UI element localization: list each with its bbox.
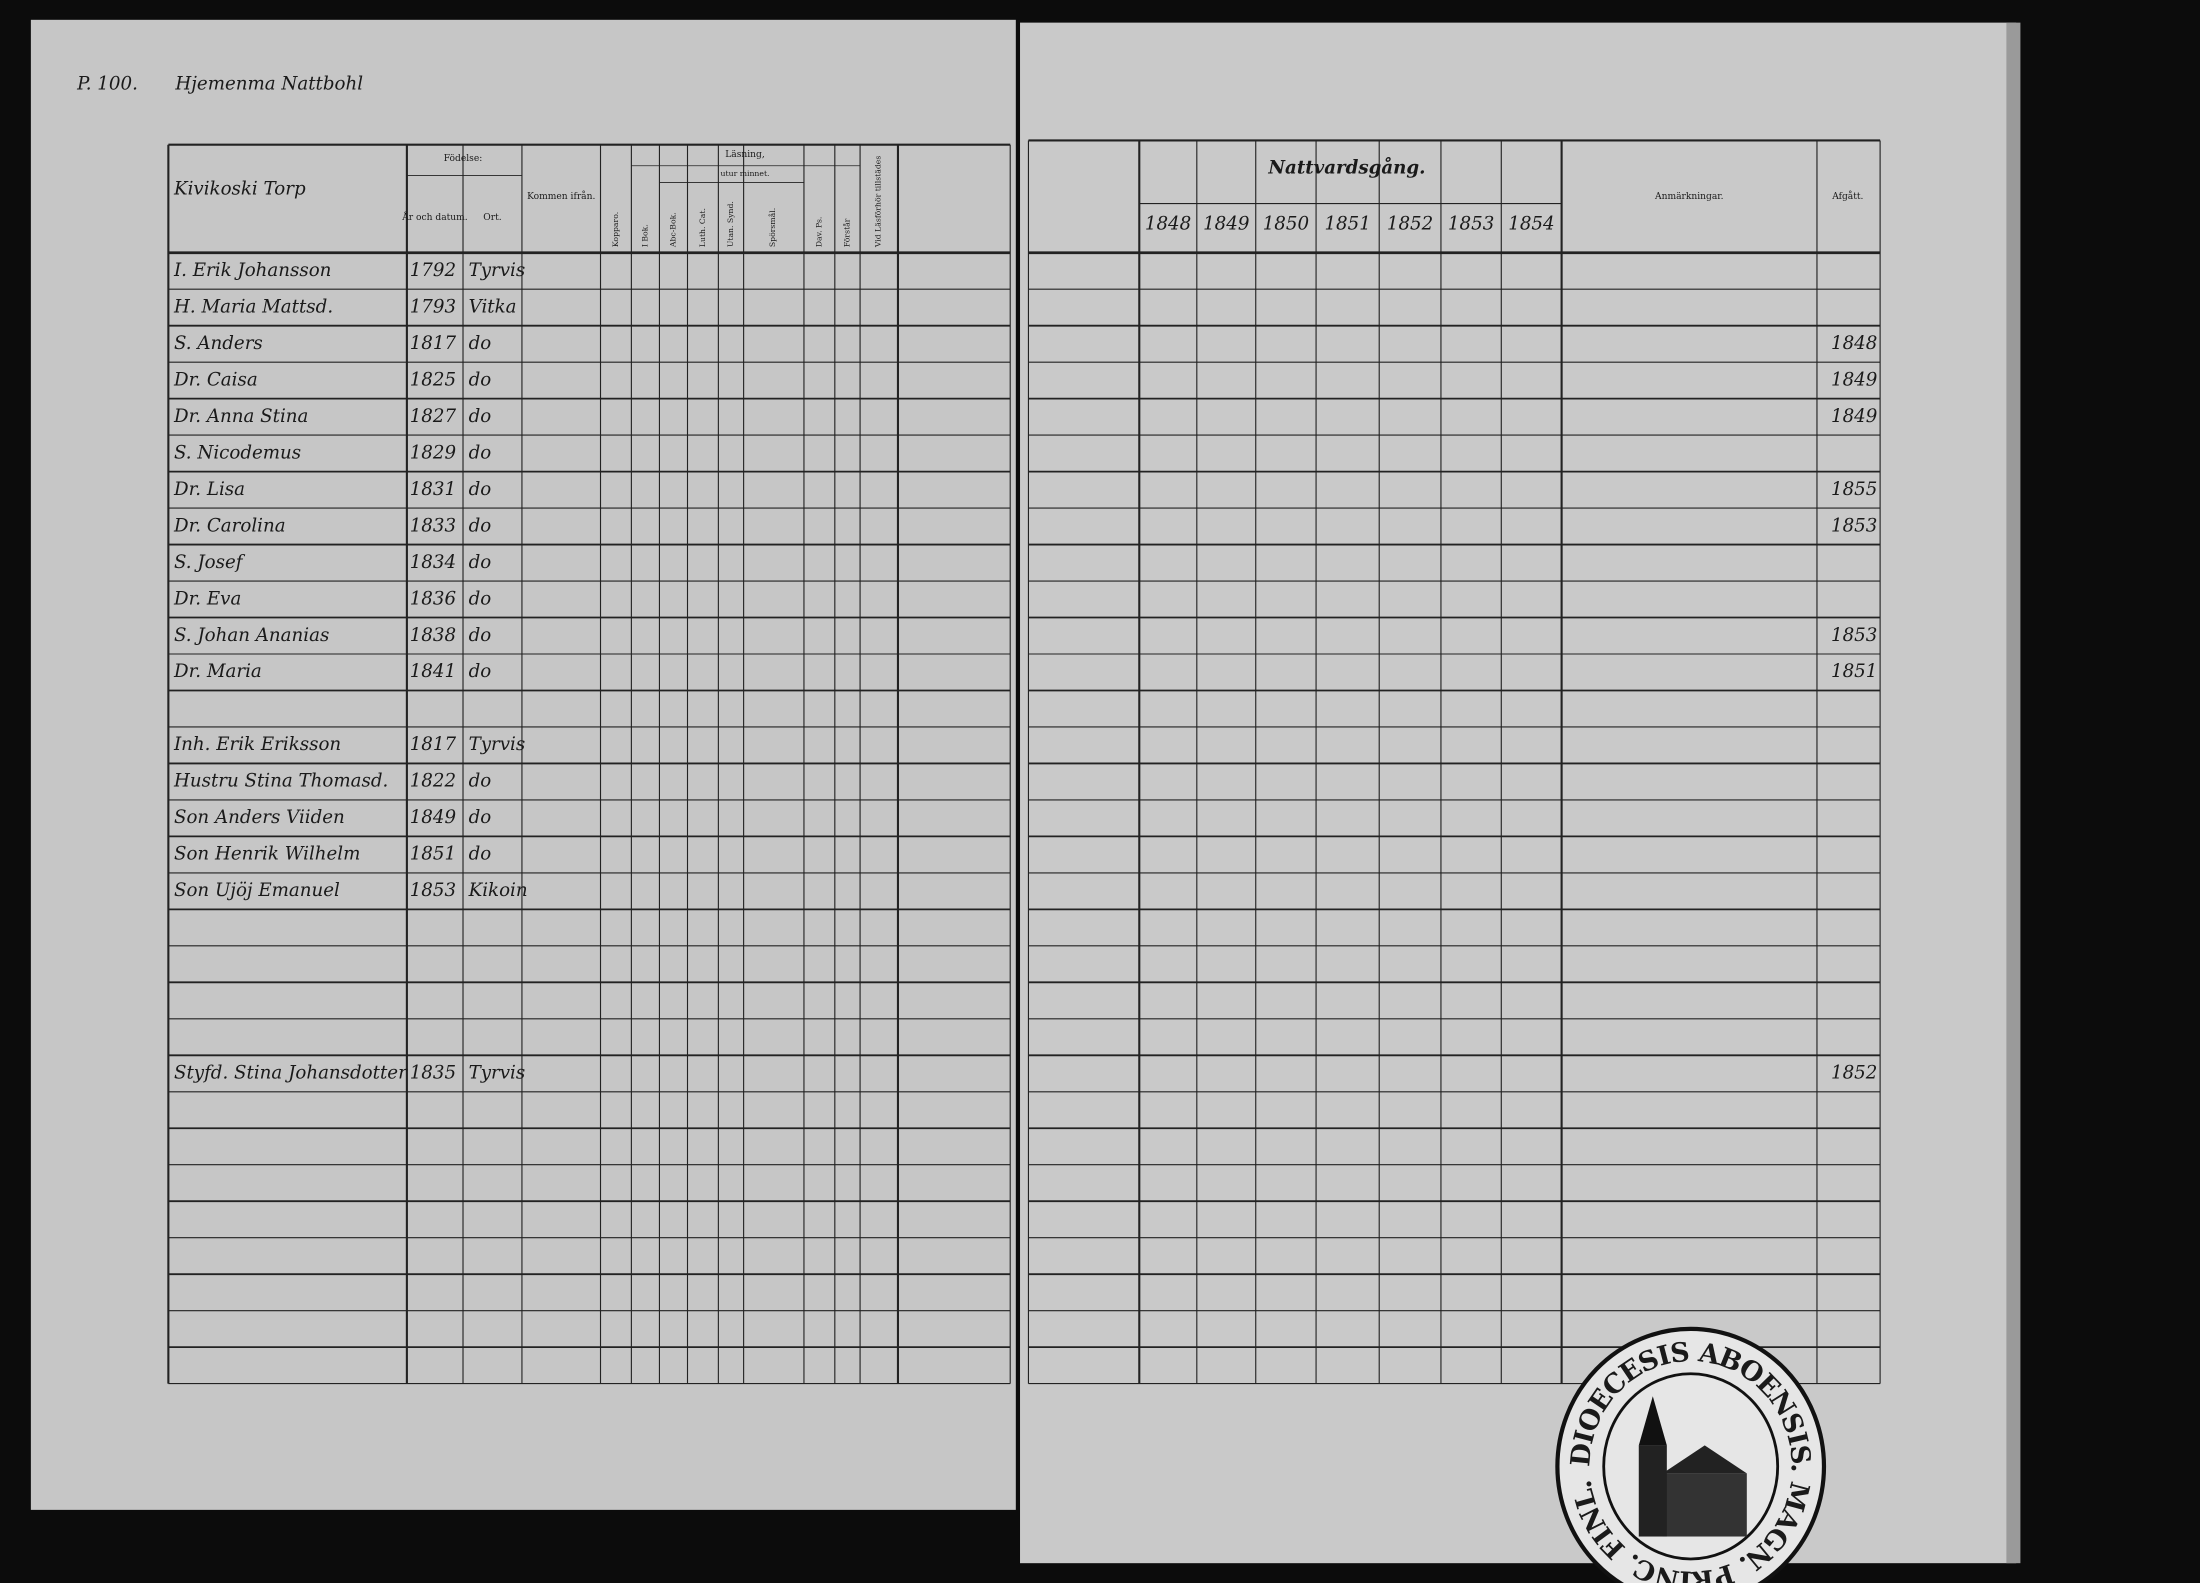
right-page — [1020, 22, 2017, 1564]
text: 1822 — [410, 771, 456, 792]
texts: P. 100. Hjemenma Nattbohl Kivikoski Torp Fö… — [76, 73, 1878, 1083]
text: 1851 — [410, 844, 456, 865]
text: Dr. Lisa — [173, 479, 245, 500]
text: do — [469, 515, 492, 536]
text: 1855 — [1831, 479, 1877, 500]
text: Dr. Carolina — [173, 515, 286, 536]
text: Läsning, — [725, 150, 765, 160]
text: I Bok. — [640, 224, 649, 247]
text: do — [469, 479, 492, 500]
text: 1833 — [410, 515, 456, 536]
text: 1851 — [1831, 661, 1877, 682]
text: Kopparo. — [611, 212, 620, 247]
text: Spörsmål. — [768, 208, 777, 247]
text: utur minnet. — [721, 169, 770, 178]
text: 1835 — [410, 1063, 456, 1084]
text: 1831 — [410, 479, 456, 500]
left-page — [30, 19, 1016, 1510]
text: Dav. Ps. — [814, 217, 823, 247]
text: Tyrvis — [469, 734, 526, 755]
text: 1829 — [410, 442, 457, 463]
text: P. 100. — [76, 73, 138, 94]
text: 1851 — [1324, 214, 1370, 235]
text: Son Ujöj Emanuel — [174, 880, 340, 901]
text: 1836 — [410, 588, 456, 609]
text: Dr. Eva — [173, 588, 241, 609]
text: 1849 — [1831, 406, 1878, 427]
text: 1849 — [1831, 369, 1878, 390]
text: 1852 — [1831, 1063, 1877, 1084]
grid — [167, 139, 1881, 1385]
text: Tyrvis — [469, 1063, 526, 1084]
text: Utan. Synd. — [726, 201, 735, 247]
page-edge — [2006, 22, 2021, 1564]
text: do — [469, 625, 492, 646]
text: do — [469, 844, 492, 865]
text: do — [469, 807, 492, 828]
text: 1817 — [410, 734, 457, 755]
text: Födelse: — [444, 154, 483, 164]
text: Ort. — [483, 213, 501, 223]
text: Abc-Bok. — [668, 212, 677, 248]
text: Dr. Maria — [173, 661, 262, 682]
text: Dr. Anna Stina — [173, 406, 308, 427]
text: Vitka — [469, 296, 517, 317]
text: Nattvardsgång. — [1267, 156, 1425, 179]
text: 1841 — [410, 661, 456, 682]
text: S. Anders — [174, 333, 263, 354]
text: do — [469, 552, 492, 573]
text: do — [469, 661, 492, 682]
text: 1853 — [1831, 515, 1877, 536]
text: I. Erik Johansson — [173, 260, 331, 281]
text: 1793 — [410, 296, 456, 317]
text: 1852 — [1387, 214, 1433, 235]
text: do — [469, 588, 492, 609]
text: do — [469, 442, 492, 463]
text: 1817 — [410, 333, 457, 354]
text: 1849 — [410, 807, 457, 828]
text: do — [469, 369, 492, 390]
text: Styfd. Stina Johansdotter — [174, 1063, 408, 1084]
text: do — [469, 771, 492, 792]
text: År och datum. — [401, 211, 468, 223]
text: 1853 — [1448, 214, 1494, 235]
text: Hjemenma Nattbohl — [174, 73, 363, 94]
text: 1834 — [410, 552, 456, 573]
text: S. Johan Ananias — [174, 625, 329, 646]
text: Son Anders Viiden — [174, 807, 345, 828]
text: 1853 — [1831, 625, 1877, 646]
stamp: DIOECESIS ABOENSIS. MAGN. PRINC. FINL. — [1555, 1326, 1827, 1583]
text: Hustru Stina Thomasd. — [173, 771, 388, 792]
text: 1848 — [1831, 333, 1877, 354]
text: 1848 — [1145, 214, 1191, 235]
text: Kommen ifrån. — [527, 190, 595, 202]
text: 1827 — [410, 406, 457, 427]
text: S. Nicodemus — [174, 442, 301, 463]
text: 1825 — [410, 369, 456, 390]
text: 1853 — [410, 880, 456, 901]
text: Afgått. — [1831, 190, 1863, 202]
text: S. Josef — [174, 552, 246, 573]
text: 1854 — [1508, 214, 1554, 235]
text: Inh. Erik Eriksson — [173, 734, 341, 755]
text: H. Maria Mattsd. — [173, 296, 333, 317]
text: 1838 — [410, 625, 456, 646]
text: do — [469, 406, 492, 427]
text: Tyrvis — [469, 260, 526, 281]
text: 1849 — [1203, 214, 1250, 235]
text: Son Henrik Wilhelm — [174, 844, 360, 865]
text: Anmärkningar. — [1654, 192, 1724, 202]
text: Vid Läsförhör tillstädes — [873, 156, 882, 248]
text: do — [469, 333, 492, 354]
text: Kikoin — [468, 880, 528, 901]
text: 1792 — [410, 260, 456, 281]
text: Luth. Cat. — [698, 208, 707, 247]
text: 1850 — [1263, 214, 1310, 235]
text: Kivikoski Torp — [173, 179, 306, 200]
text: Förstår — [842, 218, 851, 247]
text: Dr. Caisa — [173, 369, 258, 390]
